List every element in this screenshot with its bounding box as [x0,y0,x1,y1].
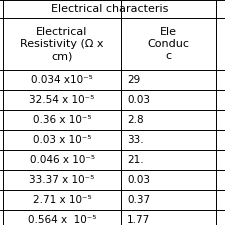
Text: Electrical
Resistivity (Ω x
cm): Electrical Resistivity (Ω x cm) [20,27,104,61]
Text: 2.71 x 10⁻⁵: 2.71 x 10⁻⁵ [33,195,91,205]
Text: Electrical characteris: Electrical characteris [51,4,168,14]
Text: 0.03: 0.03 [127,95,150,105]
Text: 0.37: 0.37 [127,195,150,205]
Text: Ele
Conduc
c: Ele Conduc c [148,27,189,61]
Text: 0.03: 0.03 [127,175,150,185]
Text: 0.03 x 10⁻⁵: 0.03 x 10⁻⁵ [33,135,91,145]
Text: 1.77: 1.77 [127,215,150,225]
Text: 29: 29 [127,75,140,85]
Text: 0.36 x 10⁻⁵: 0.36 x 10⁻⁵ [33,115,91,125]
Text: 0.034 x10⁻⁵: 0.034 x10⁻⁵ [31,75,93,85]
Text: 21.: 21. [127,155,144,165]
Text: 0.564 x  10⁻⁵: 0.564 x 10⁻⁵ [28,215,96,225]
Text: 0.046 x 10⁻⁵: 0.046 x 10⁻⁵ [29,155,94,165]
Text: 33.: 33. [127,135,144,145]
Text: 33.37 x 10⁻⁵: 33.37 x 10⁻⁵ [29,175,95,185]
Text: 32.54 x 10⁻⁵: 32.54 x 10⁻⁵ [29,95,95,105]
Text: 2.8: 2.8 [127,115,144,125]
